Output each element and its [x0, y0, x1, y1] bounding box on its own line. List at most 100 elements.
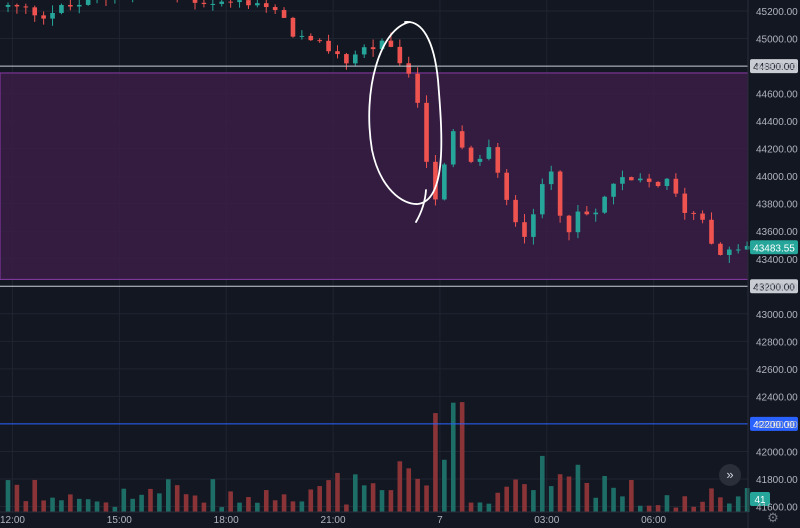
candle-body — [415, 73, 420, 103]
volume-bar — [201, 502, 207, 512]
volume-bar — [495, 492, 501, 512]
volume-bar — [299, 501, 305, 512]
volume-bar — [41, 500, 46, 512]
annotation-ellipse — [368, 21, 443, 223]
x-tick-label: 15:00 — [107, 515, 132, 526]
volume-bar — [263, 490, 269, 512]
candle-body — [379, 40, 385, 50]
candle-body — [299, 35, 305, 37]
candle-body — [673, 178, 679, 194]
volume-bar — [531, 490, 536, 512]
volume-bar — [5, 480, 11, 512]
volume-bar — [32, 479, 38, 512]
volume-bar — [450, 402, 456, 512]
candle-body — [406, 63, 412, 74]
candle-body — [557, 171, 563, 216]
y-tick-label: 41600.00 — [756, 502, 798, 513]
candle-body — [513, 199, 518, 223]
y-tick-label: 42000.00 — [756, 447, 798, 458]
volume-bar — [424, 485, 429, 512]
volume-bar — [433, 413, 438, 512]
hand-drawn-annotation[interactable] — [368, 21, 443, 223]
candle-body — [522, 222, 527, 237]
candle-body — [700, 213, 705, 220]
candle-body — [442, 164, 447, 200]
volume-bar — [548, 486, 554, 512]
y-tick-label: 43400.00 — [756, 255, 798, 266]
volume-bar — [727, 503, 732, 512]
volume-bar — [611, 487, 616, 512]
candle-body — [566, 215, 572, 233]
candle-body — [646, 178, 652, 182]
candle-body — [5, 4, 11, 7]
volume-bar — [290, 501, 296, 512]
horizontal-levels[interactable]: 44800.00 43200.00 42200.00 43483.55 41 — [0, 59, 798, 506]
y-tick-label: 44200.00 — [756, 145, 798, 156]
candle-body — [477, 158, 483, 162]
volume-value-label: 41 — [754, 495, 766, 506]
y-tick-label: 44600.00 — [756, 90, 798, 101]
candle-body — [281, 10, 287, 18]
candle-body — [620, 177, 625, 184]
volume-bar — [361, 485, 367, 512]
candle-body — [575, 211, 581, 233]
volume-bar — [157, 493, 162, 512]
candle-body — [76, 4, 82, 7]
gear-icon[interactable]: ⚙ — [767, 510, 779, 525]
candle-body — [691, 212, 696, 214]
candle-body — [255, 3, 260, 6]
candle-body — [228, 1, 233, 3]
volume-bar — [335, 472, 340, 512]
candle-body — [718, 243, 723, 255]
level-price-label: 42200.00 — [753, 420, 795, 431]
candle-body — [201, 2, 207, 4]
candle-body — [308, 35, 314, 41]
candle-body — [495, 147, 501, 173]
y-tick-label: 41800.00 — [756, 475, 798, 486]
volume-bar — [210, 479, 216, 512]
candle-body — [655, 181, 661, 187]
candle-body — [290, 17, 296, 37]
volume-bar — [237, 502, 242, 512]
candle-body — [68, 4, 73, 7]
volume-bar — [76, 498, 82, 512]
chevrons-right-icon[interactable]: » — [719, 464, 741, 486]
volume-bar — [682, 496, 688, 512]
volume-bar — [629, 479, 634, 512]
volume-bar — [130, 498, 135, 512]
candle-body — [326, 40, 331, 52]
last-price-tag — [750, 240, 798, 255]
volume-bar — [486, 503, 492, 512]
candle-body — [263, 3, 269, 8]
candlesticks[interactable] — [5, 0, 750, 263]
volume-bar — [513, 479, 518, 512]
volume-bar — [370, 483, 376, 512]
x-tick-label: 21:00 — [321, 515, 346, 526]
candle-body — [272, 7, 278, 11]
volume-bar — [166, 479, 171, 512]
y-tick-label: 42400.00 — [756, 392, 798, 403]
volume-bar — [735, 496, 741, 512]
volume-bar — [691, 506, 696, 512]
y-tick-label: 45200.00 — [756, 7, 798, 18]
volume-bar — [477, 502, 483, 512]
volume-bar — [68, 494, 73, 512]
candle-body — [361, 47, 367, 55]
candle-body — [246, 0, 251, 6]
volume-bar — [566, 476, 572, 512]
volume-bar — [397, 461, 403, 512]
level-price-label: 43200.00 — [753, 282, 795, 293]
volume-bar — [192, 495, 198, 512]
level-price-tag — [750, 416, 798, 431]
volume-bar — [281, 494, 287, 512]
volume-bar — [406, 468, 412, 512]
volume-bar — [415, 478, 420, 512]
candle-body — [637, 178, 643, 181]
candle-body — [735, 249, 741, 251]
volume-bar — [504, 486, 509, 512]
x-tick-label: 18:00 — [214, 515, 239, 526]
volume-bar — [700, 501, 705, 512]
volume-bar — [59, 500, 64, 512]
volume-bar — [50, 497, 55, 512]
